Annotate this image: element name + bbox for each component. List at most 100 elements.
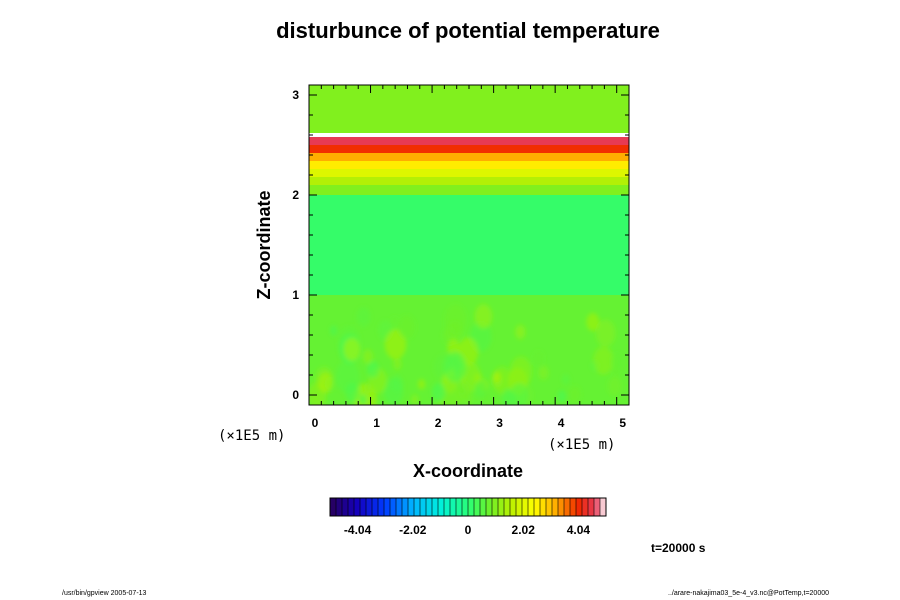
- colorbar-cell: [576, 498, 583, 516]
- z-tick-label: 3: [292, 88, 299, 102]
- colorbar-cell: [372, 498, 379, 516]
- colorbar-cell: [390, 498, 397, 516]
- texture-blob: [562, 374, 570, 385]
- colorbar-cell: [336, 498, 343, 516]
- texture-blob: [474, 304, 493, 329]
- texture-blob: [391, 375, 404, 393]
- footer-left: /usr/bin/gpview 2005-07-13: [62, 590, 147, 597]
- footer-right: ../arare-nakajima03_5e-4_v3.nc@PotTemp,t…: [668, 590, 829, 597]
- texture-blob: [533, 350, 544, 367]
- colorbar-cell: [480, 498, 487, 516]
- colorbar-cell: [594, 498, 601, 516]
- colorbar-cell: [582, 498, 589, 516]
- x-tick-label: 5: [619, 416, 626, 430]
- colorbar-cell: [450, 498, 457, 516]
- colorbar: [329, 497, 607, 517]
- texture-blob: [417, 378, 426, 390]
- texture-blob: [457, 381, 471, 400]
- colorbar-cell: [444, 498, 451, 516]
- texture-blob: [318, 372, 333, 393]
- colorbar-tick-label: 2.02: [512, 523, 536, 537]
- texture-blob: [398, 315, 416, 339]
- texture-blob: [568, 386, 581, 404]
- texture-blob: [492, 371, 501, 383]
- colorbar-cell: [354, 498, 361, 516]
- colorbar-cell: [504, 498, 511, 516]
- texture-blob: [356, 307, 371, 327]
- colorbar-cell: [420, 498, 427, 516]
- heatmap-layer: [309, 169, 629, 177]
- colorbar-cell: [456, 498, 463, 516]
- texture-blob: [367, 361, 379, 378]
- texture-blob: [443, 351, 467, 383]
- colorbar-tick-label: 4.04: [567, 523, 591, 537]
- colorbar-cell: [498, 498, 505, 516]
- heatmap-layer: [309, 185, 629, 195]
- colorbar-cell: [432, 498, 439, 516]
- colorbar-cell: [384, 498, 391, 516]
- texture-blob: [610, 353, 623, 370]
- colorbar-cell: [516, 498, 523, 516]
- z-unit-label: (×1E5 m): [218, 428, 285, 444]
- colorbar-cell: [522, 498, 529, 516]
- z-tick-label: 2: [292, 188, 299, 202]
- texture-blob: [586, 312, 600, 331]
- colorbar-cell: [396, 498, 403, 516]
- texture-blob: [515, 324, 526, 340]
- colorbar-cell: [468, 498, 475, 516]
- heatmap-layer: [309, 161, 629, 169]
- x-tick-label: 4: [558, 416, 565, 430]
- colorbar-cell: [426, 498, 433, 516]
- colorbar-tick-label: 0: [465, 523, 472, 537]
- texture-blob: [444, 304, 467, 335]
- x-unit-label: (×1E5 m): [548, 437, 615, 453]
- x-tick-label: 1: [373, 416, 380, 430]
- texture-blob: [538, 365, 549, 380]
- texture-blob: [384, 329, 407, 360]
- x-tick-label: 2: [435, 416, 442, 430]
- x-tick-label: 0: [312, 416, 319, 430]
- z-tick-label: 0: [292, 388, 299, 402]
- z-tick-labels: 0 1 2 3: [292, 88, 299, 402]
- heatmap-layer: [309, 195, 629, 295]
- heatmap-layer: [309, 133, 629, 137]
- heatmap-layer: [309, 137, 629, 145]
- texture-blob: [607, 376, 622, 396]
- colorbar-cell: [342, 498, 349, 516]
- texture-blob: [557, 390, 567, 403]
- colorbar-cell: [474, 498, 481, 516]
- colorbar-tick-labels: -4.04 -2.02 0 2.02 4.04: [344, 523, 590, 537]
- convection-texture: [309, 304, 623, 405]
- colorbar-cell: [402, 498, 409, 516]
- colorbar-cell: [462, 498, 469, 516]
- z-tick-label: 1: [292, 288, 299, 302]
- colorbar-cell: [570, 498, 577, 516]
- axis-ticks: [308, 85, 630, 405]
- colorbar-cell: [600, 498, 607, 516]
- texture-blob: [359, 394, 367, 405]
- colorbar-cell: [414, 498, 421, 516]
- x-axis-label: X-coordinate: [413, 461, 523, 481]
- colorbar-cell: [486, 498, 493, 516]
- colorbar-cell: [552, 498, 559, 516]
- plot-area: [308, 84, 630, 406]
- colorbar-cell: [564, 498, 571, 516]
- texture-blob: [391, 316, 398, 326]
- colorbar-cell: [540, 498, 547, 516]
- colorbar-cell: [492, 498, 499, 516]
- colorbar-tick-label: -2.02: [399, 523, 427, 537]
- texture-blob: [329, 325, 338, 336]
- time-label: t=20000 s: [651, 541, 706, 555]
- z-axis-label: Z-coordinate: [254, 190, 274, 299]
- colorbar-cell: [330, 498, 337, 516]
- chart-title: disturbunce of potential temperature: [276, 18, 660, 43]
- colorbar-frame: [329, 497, 607, 517]
- texture-blob: [362, 349, 373, 364]
- texture-blob: [510, 383, 529, 405]
- texture-blob: [343, 337, 361, 361]
- heatmap-layer: [309, 145, 629, 153]
- heatmap-layer: [309, 177, 629, 185]
- colorbar-cell: [528, 498, 535, 516]
- texture-blob: [345, 382, 360, 403]
